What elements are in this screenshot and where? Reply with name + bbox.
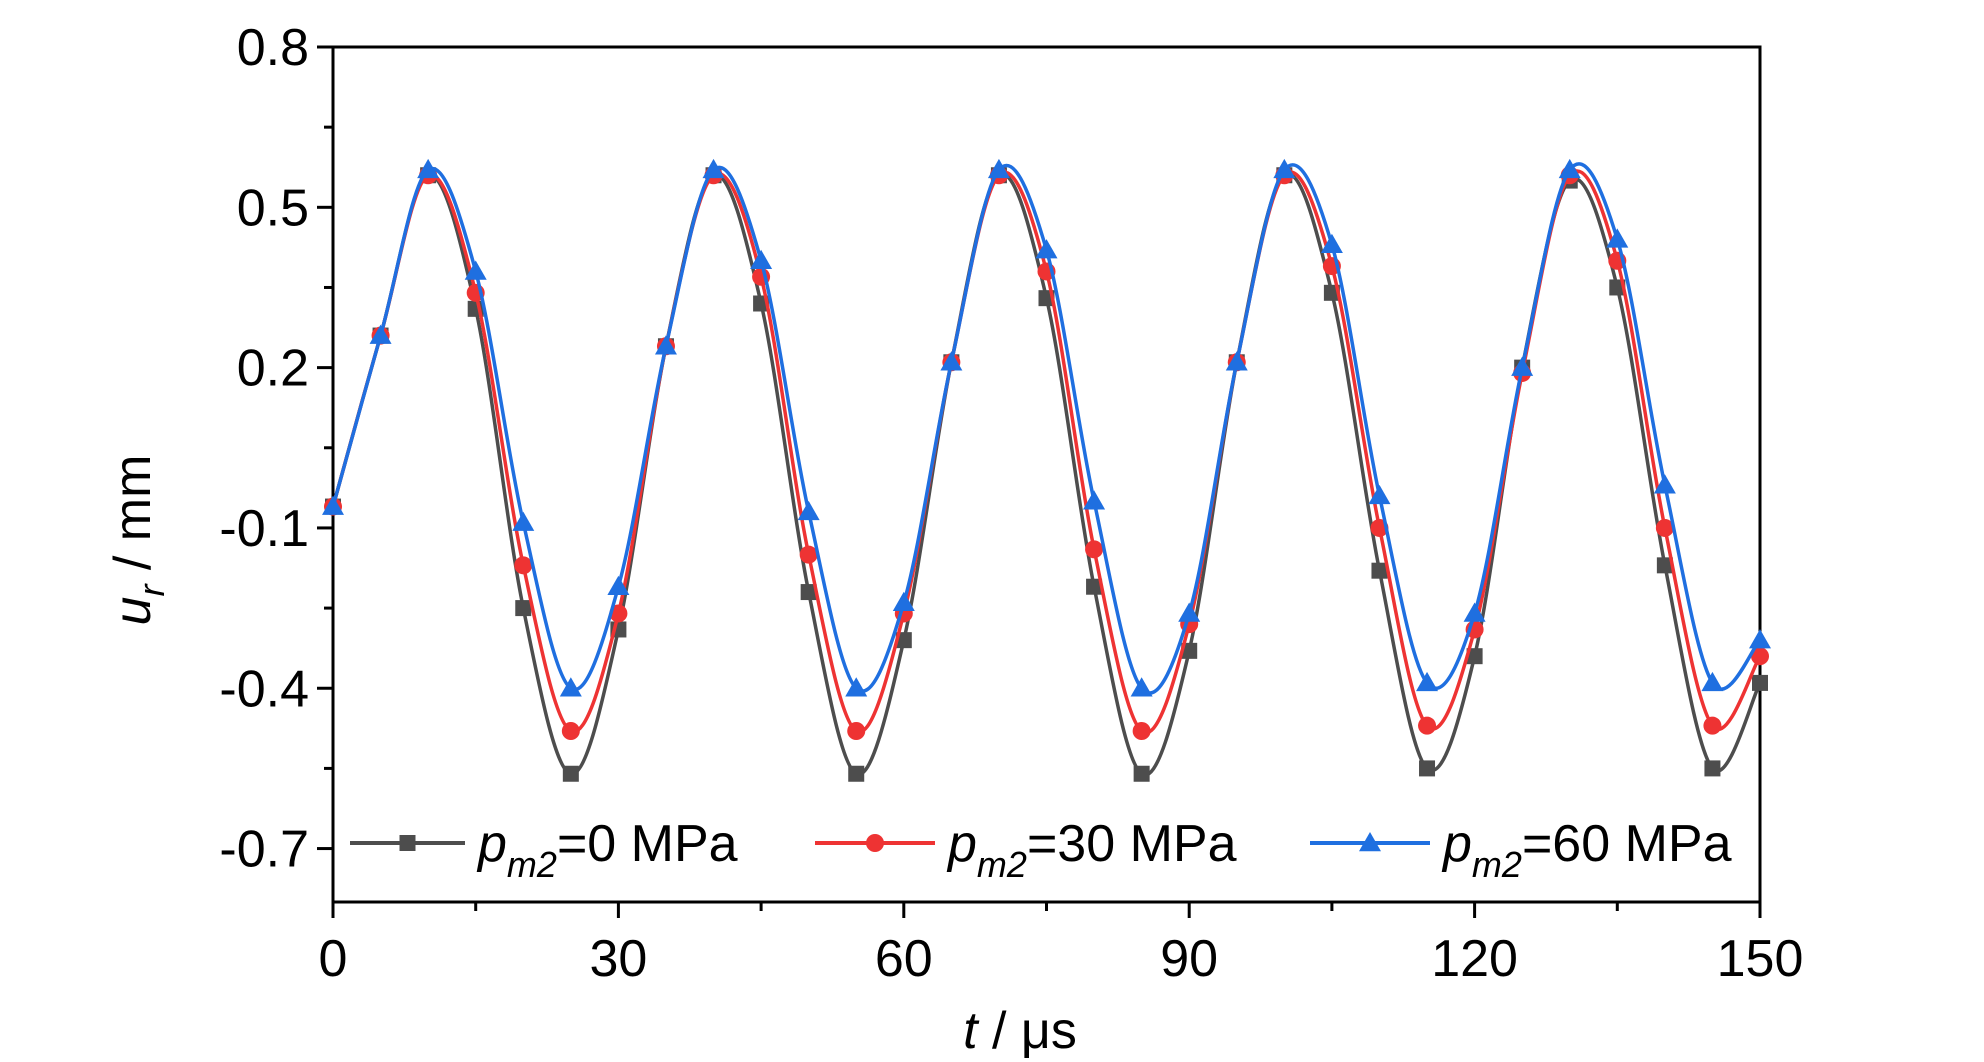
- data-point: [1371, 562, 1388, 579]
- data-point: [1655, 518, 1674, 537]
- data-point: [1085, 540, 1104, 559]
- data-point: [1653, 474, 1676, 494]
- x-tick-label: 90: [1160, 930, 1218, 988]
- data-point: [848, 765, 865, 782]
- data-point: [1178, 602, 1201, 622]
- data-point: [895, 632, 912, 649]
- data-point: [1752, 674, 1768, 691]
- data-point: [559, 677, 582, 697]
- data-point: [512, 511, 535, 531]
- legend-item-1: pm2=30 MPa: [815, 815, 1237, 885]
- data-point: [1656, 557, 1673, 574]
- data-point: [607, 575, 630, 595]
- data-point: [1273, 158, 1296, 179]
- data-point: [1751, 647, 1769, 666]
- data-point: [322, 495, 344, 515]
- x-tick-label: 30: [589, 930, 647, 988]
- data-point: [1606, 228, 1629, 248]
- data-point: [654, 335, 677, 355]
- data-point: [1416, 671, 1439, 692]
- data-point: [799, 545, 818, 564]
- data-point: [1086, 578, 1103, 595]
- x-axis-title: t / μs: [963, 1002, 1077, 1060]
- data-point: [797, 500, 820, 521]
- legend-item-0: pm2=0 MPa: [350, 815, 738, 885]
- data-point: [940, 351, 963, 371]
- legend-swatch-marker: [1359, 832, 1381, 852]
- data-point: [1704, 760, 1721, 777]
- series-2: [322, 158, 1771, 697]
- series-layer: [322, 158, 1771, 782]
- data-point: [1132, 722, 1151, 740]
- legend-label: pm2=30 MPa: [946, 815, 1237, 885]
- data-point: [369, 324, 392, 344]
- data-point: [1463, 602, 1486, 622]
- y-axis-title: ur / mm: [104, 455, 172, 626]
- data-point: [1320, 233, 1343, 253]
- data-point: [464, 260, 487, 280]
- data-point: [1418, 716, 1437, 735]
- data-point: [1558, 158, 1581, 179]
- data-point: [1466, 648, 1483, 665]
- data-point: [1181, 642, 1198, 659]
- data-point: [562, 765, 579, 782]
- data-point: [1701, 671, 1724, 692]
- y-tick-label: -0.1: [219, 500, 309, 558]
- legend-label: pm2=0 MPa: [476, 815, 738, 885]
- legend-swatch-marker: [866, 834, 884, 852]
- data-point: [1368, 484, 1391, 505]
- data-point: [702, 158, 725, 179]
- data-point: [847, 722, 866, 740]
- data-point: [800, 584, 817, 601]
- x-tick-label: 60: [875, 930, 933, 988]
- data-point: [1511, 356, 1534, 376]
- y-tick-label: 0.2: [237, 340, 309, 398]
- plot-frame: [331, 45, 1762, 904]
- data-point: [1133, 765, 1150, 782]
- y-tick-label: 0.5: [237, 179, 309, 237]
- legend-label: pm2=60 MPa: [1441, 815, 1732, 885]
- axis-ticks: [317, 45, 1762, 918]
- data-point: [987, 158, 1010, 179]
- data-point: [417, 158, 440, 179]
- data-point: [1703, 716, 1722, 735]
- data-point: [1749, 629, 1771, 649]
- legend-swatch-marker: [399, 835, 416, 851]
- series-0: [325, 167, 1768, 782]
- data-point: [515, 600, 532, 617]
- legend-item-2: pm2=60 MPa: [1310, 815, 1732, 885]
- data-point: [1225, 351, 1248, 371]
- legend: pm2=0 MPa pm2=30 MPa pm2=60 MPa: [350, 815, 1732, 885]
- x-tick-label: 150: [1717, 930, 1804, 988]
- data-point: [1130, 677, 1153, 697]
- x-tick-label: 0: [319, 930, 348, 988]
- y-tick-label: -0.4: [219, 660, 309, 718]
- data-point: [845, 677, 868, 697]
- data-point: [892, 591, 915, 611]
- data-point: [1419, 760, 1436, 777]
- x-tick-label: 120: [1431, 930, 1518, 988]
- data-point: [561, 722, 580, 740]
- data-point: [514, 556, 533, 575]
- tick-labels: 0 30 60 90 120 150 0.8 0.5 0.2 -0.1 -0.4 -0.7: [219, 19, 1803, 988]
- y-tick-label: -0.7: [219, 821, 309, 879]
- data-point: [1083, 490, 1106, 510]
- data-point: [750, 249, 773, 269]
- data-point: [1035, 239, 1058, 259]
- y-tick-label: 0.8: [237, 19, 309, 77]
